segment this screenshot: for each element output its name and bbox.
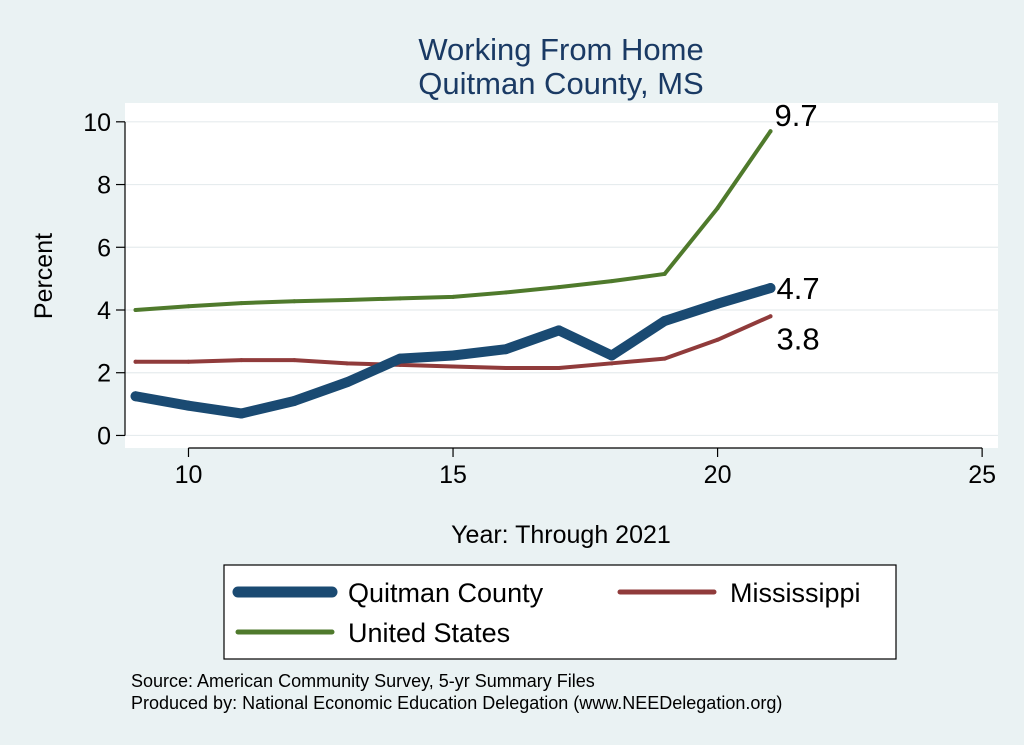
data-point-mississippi-16 xyxy=(503,366,508,371)
legend-label-united-states: United States xyxy=(348,618,510,648)
legend-label-mississippi: Mississippi xyxy=(730,578,861,608)
data-point-united-states-18 xyxy=(609,279,614,284)
data-point-mississippi-11 xyxy=(239,358,244,363)
legend-items: Quitman County Mississippi United States xyxy=(232,578,861,648)
x-tick-label-20: 20 xyxy=(704,461,732,489)
y-tick-label-10: 10 xyxy=(83,109,111,137)
data-point-united-states-9 xyxy=(133,308,138,312)
series-lines xyxy=(130,129,776,419)
x-tick-label-25: 25 xyxy=(968,461,996,489)
y-axis-ticks: 0 2 4 6 8 10 xyxy=(83,109,125,450)
data-point-quitman-county-12 xyxy=(289,395,300,406)
data-point-mississippi-20 xyxy=(715,337,720,342)
x-axis-title: Year: Through 2021 xyxy=(451,521,671,549)
data-point-quitman-county-9 xyxy=(130,391,141,402)
x-tick-label-15: 15 xyxy=(439,461,467,489)
data-point-united-states-17 xyxy=(556,285,561,290)
end-label-quitman-county: 4.7 xyxy=(776,271,819,306)
data-point-quitman-county-19 xyxy=(659,315,670,326)
legend-label-quitman-county: Quitman County xyxy=(348,578,544,608)
data-point-mississippi-15 xyxy=(451,364,456,369)
plot-area xyxy=(125,103,998,448)
data-point-mississippi-21 xyxy=(768,314,773,319)
end-label-united-states: 9.7 xyxy=(774,98,817,133)
data-point-quitman-county-13 xyxy=(342,377,353,388)
y-tick-label-0: 0 xyxy=(97,422,111,450)
data-point-quitman-county-14 xyxy=(395,353,406,364)
data-point-quitman-county-16 xyxy=(500,344,511,355)
data-point-united-states-10 xyxy=(186,304,191,309)
data-point-mississippi-10 xyxy=(186,359,191,364)
data-point-united-states-16 xyxy=(503,290,508,295)
data-point-united-states-13 xyxy=(345,297,350,302)
data-point-united-states-21 xyxy=(768,129,773,134)
data-point-united-states-14 xyxy=(398,296,403,301)
chart-subtitle: Quitman County, MS xyxy=(418,66,703,101)
x-axis-ticks: 10 15 20 25 xyxy=(175,448,996,489)
data-point-quitman-county-18 xyxy=(606,350,617,361)
end-labels: 4.7 3.8 9.7 xyxy=(774,98,819,356)
data-point-quitman-county-15 xyxy=(448,350,459,361)
data-point-united-states-11 xyxy=(239,301,244,306)
data-point-quitman-county-20 xyxy=(712,298,723,309)
y-tick-label-6: 6 xyxy=(97,234,111,262)
y-tick-label-4: 4 xyxy=(97,297,111,325)
data-point-quitman-county-21 xyxy=(765,283,776,294)
y-tick-label-8: 8 xyxy=(97,172,111,200)
data-point-united-states-19 xyxy=(662,271,667,276)
data-point-mississippi-9 xyxy=(133,359,138,364)
data-point-quitman-county-11 xyxy=(236,408,247,419)
chart-title: Working From Home xyxy=(418,32,703,67)
end-label-mississippi: 3.8 xyxy=(776,321,819,356)
data-point-mississippi-17 xyxy=(556,366,561,371)
produced-by-note: Produced by: National Economic Education… xyxy=(131,693,782,713)
data-point-united-states-12 xyxy=(292,299,297,304)
data-point-mississippi-19 xyxy=(662,356,667,361)
legend xyxy=(223,564,897,660)
source-note: Source: American Community Survey, 5-yr … xyxy=(131,671,595,691)
data-point-united-states-20 xyxy=(715,206,720,211)
data-point-quitman-county-17 xyxy=(553,325,564,336)
data-point-mississippi-12 xyxy=(292,358,297,363)
data-point-mississippi-18 xyxy=(609,361,614,366)
data-point-quitman-county-10 xyxy=(183,400,194,411)
data-point-mississippi-13 xyxy=(345,361,350,366)
data-point-united-states-15 xyxy=(451,294,456,299)
gridlines xyxy=(125,121,998,437)
x-tick-label-10: 10 xyxy=(175,461,203,489)
y-axis-title: Percent xyxy=(30,233,58,319)
y-tick-label-2: 2 xyxy=(97,360,111,388)
